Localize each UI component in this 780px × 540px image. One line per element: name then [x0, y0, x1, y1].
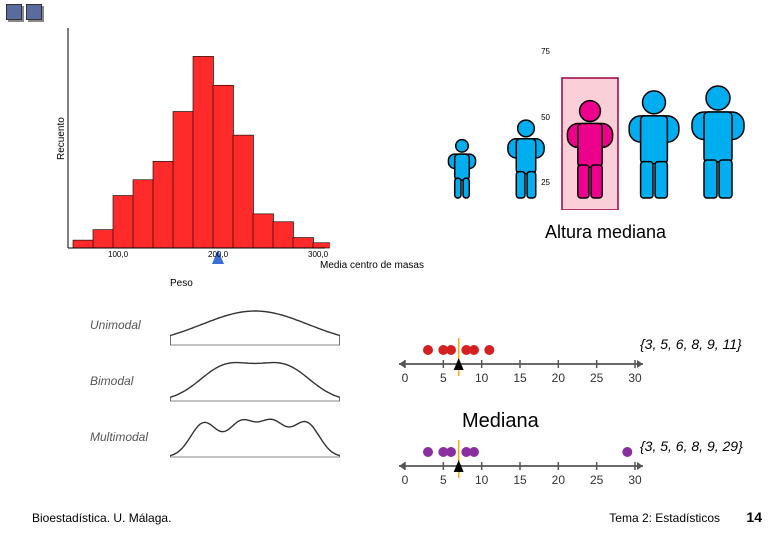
histogram-chart: [50, 18, 330, 268]
modality-row: Unimodal: [90, 300, 350, 350]
svg-text:5: 5: [440, 371, 447, 385]
modality-label: Unimodal: [90, 318, 170, 332]
people-figure: [430, 40, 750, 210]
svg-text:0: 0: [402, 473, 409, 487]
slide-bullets: [6, 4, 46, 25]
histogram-xtick: 300,0: [308, 250, 328, 259]
svg-text:10: 10: [475, 473, 489, 487]
modality-curve: [170, 359, 340, 403]
modality-curve: [170, 415, 340, 459]
mediana-label: Mediana: [462, 410, 539, 433]
svg-text:30: 30: [628, 473, 642, 487]
svg-text:25: 25: [590, 473, 604, 487]
histogram-media-annotation: Media centro de masas: [320, 260, 424, 271]
svg-text:25: 25: [590, 371, 604, 385]
modality-label: Bimodal: [90, 374, 170, 388]
histogram-ytick: 25: [541, 178, 550, 187]
svg-text:15: 15: [513, 473, 527, 487]
footer-left: Bioestadística. U. Málaga.: [32, 511, 171, 525]
histogram-ytick: 75: [541, 47, 550, 56]
histogram-xlabel: Peso: [170, 278, 193, 289]
modality-curve: [170, 303, 340, 347]
svg-text:10: 10: [475, 371, 489, 385]
histogram-xtick: 100,0: [108, 250, 128, 259]
altura-mediana-label: Altura mediana: [545, 222, 666, 243]
svg-text:20: 20: [552, 371, 566, 385]
svg-text:0: 0: [402, 371, 409, 385]
histogram-ytick: 50: [541, 113, 550, 122]
svg-text:30: 30: [628, 371, 642, 385]
page-number: 14: [746, 509, 762, 525]
svg-text:15: 15: [513, 371, 527, 385]
modality-label: Multimodal: [90, 430, 170, 444]
modality-row: Multimodal: [90, 412, 350, 462]
svg-text:5: 5: [440, 473, 447, 487]
modality-row: Bimodal: [90, 356, 350, 406]
modality-panel: Unimodal Bimodal Multimodal: [90, 300, 350, 468]
svg-text:20: 20: [552, 473, 566, 487]
set-notation-2: {3, 5, 6, 8, 9, 29}: [640, 438, 743, 454]
histogram-ylabel: Recuento: [56, 117, 67, 160]
set-notation-1: {3, 5, 6, 8, 9, 11}: [640, 336, 742, 352]
histogram-xtick: 200,0: [208, 250, 228, 259]
footer-right: Tema 2: Estadísticos: [609, 511, 720, 525]
